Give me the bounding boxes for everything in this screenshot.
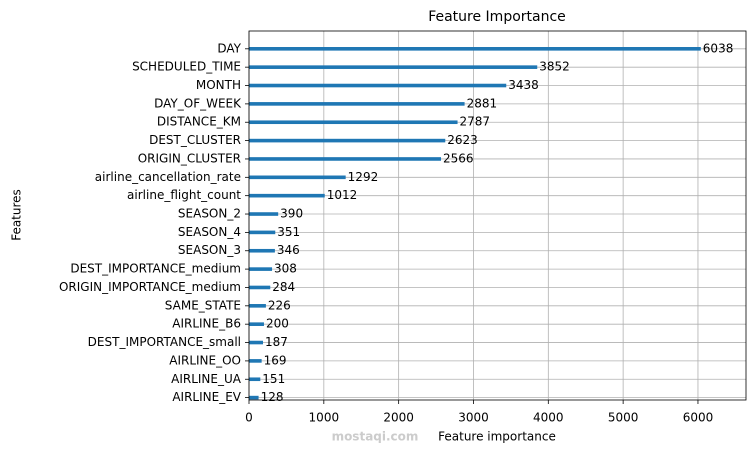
bar (249, 230, 276, 235)
bar (249, 157, 442, 161)
value-label: 346 (277, 243, 300, 257)
y-tick-label: SAME_STATE (165, 298, 241, 312)
value-label: 169 (264, 353, 287, 367)
y-tick-label: airline_flight_count (127, 188, 241, 202)
x-tick-label: 2000 (383, 411, 414, 425)
bar (249, 359, 262, 363)
y-tick-label: SEASON_4 (178, 225, 241, 239)
bar (249, 322, 264, 326)
value-label: 6038 (703, 41, 734, 55)
value-label: 351 (277, 225, 300, 239)
value-label: 2787 (460, 115, 491, 129)
y-tick-label: SEASON_3 (178, 243, 241, 257)
y-tick-label: DISTANCE_KM (157, 115, 241, 129)
x-tick-label: 4000 (533, 411, 564, 425)
x-tick-label: 1000 (309, 411, 340, 425)
y-tick-label: AIRLINE_EV (172, 390, 241, 404)
y-tick-label: DEST_IMPORTANCE_medium (70, 262, 241, 276)
y-tick-label: ORIGIN_CLUSTER (138, 151, 241, 165)
bar (249, 83, 507, 88)
y-axis-label: Features (10, 189, 24, 241)
value-label: 3852 (539, 60, 570, 74)
value-label: 2881 (467, 96, 498, 110)
y-tick-label: AIRLINE_UA (171, 372, 242, 386)
value-label: 390 (280, 207, 303, 221)
y-tick-label: DEST_IMPORTANCE_small (88, 335, 241, 349)
bar (249, 175, 346, 180)
x-tick-label: 0 (245, 411, 253, 425)
bar (249, 267, 273, 271)
value-label: 1012 (327, 188, 358, 202)
y-tick-label: DEST_CLUSTER (149, 133, 241, 147)
watermark: mostaqi.com (332, 430, 419, 444)
x-axis-label: Feature importance (438, 430, 556, 444)
x-tick-label: 5000 (608, 411, 639, 425)
bar (249, 395, 259, 400)
bar (249, 212, 279, 216)
bar (249, 285, 271, 290)
y-tick-label: AIRLINE_B6 (172, 317, 241, 331)
bar (249, 248, 275, 253)
value-label: 2566 (443, 151, 474, 165)
value-label: 151 (262, 372, 285, 386)
value-label: 3438 (508, 78, 539, 92)
value-label: 226 (268, 298, 291, 312)
value-label: 187 (265, 335, 288, 349)
y-tick-label: DAY_OF_WEEK (154, 96, 242, 110)
value-label: 1292 (348, 170, 379, 184)
bar (249, 340, 263, 345)
y-tick-label: SEASON_2 (178, 207, 241, 221)
value-label: 200 (266, 317, 289, 331)
bar (249, 377, 261, 382)
y-tick-label: airline_cancellation_rate (95, 170, 241, 184)
value-label: 308 (274, 262, 297, 276)
bar (249, 193, 325, 198)
value-label: 2623 (447, 133, 478, 147)
plot-frame (248, 30, 747, 401)
bar (249, 102, 465, 106)
bar (249, 120, 458, 125)
y-tick-label: AIRLINE_OO (169, 353, 241, 367)
bar (249, 65, 538, 69)
bar (249, 304, 266, 308)
value-label: 284 (272, 280, 295, 294)
y-tick-label: ORIGIN_IMPORTANCE_medium (59, 280, 241, 294)
y-tick-label: SCHEDULED_TIME (132, 60, 241, 74)
y-tick-label: MONTH (196, 78, 241, 92)
x-tick-label: 3000 (458, 411, 489, 425)
bar (249, 138, 446, 143)
chart-title: Feature Importance (428, 9, 566, 25)
bar (249, 47, 701, 51)
value-label: 128 (261, 390, 284, 404)
y-tick-label: DAY (217, 41, 241, 55)
x-tick-label: 6000 (683, 411, 714, 425)
